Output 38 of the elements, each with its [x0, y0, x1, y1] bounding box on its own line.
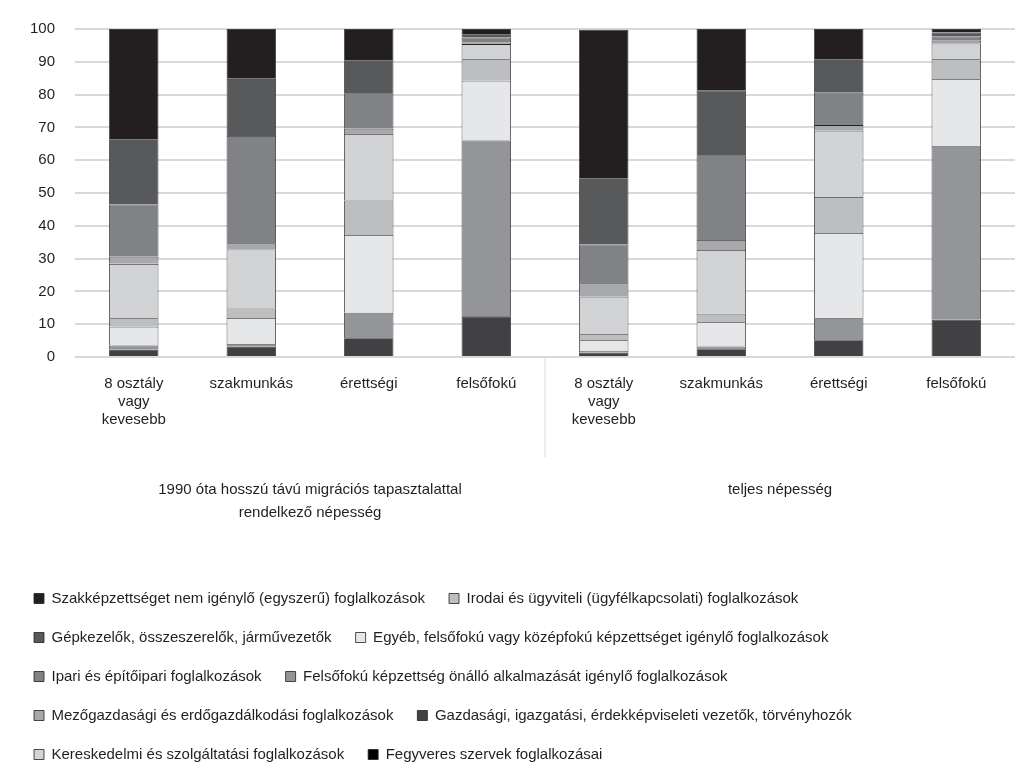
legend-label: Felsőfokú képzettség önálló alkalmazását igénylő foglalkozások — [303, 666, 729, 684]
bar — [226, 29, 276, 79]
legend-label: Ipari és építőipari foglalkozások — [51, 666, 263, 684]
y-tick-label: 80 — [38, 84, 56, 102]
x-tick-label: felsőfokú — [926, 374, 987, 392]
text: 1990 óta hosszú távú migrációs tapasztalattal rendelkező népesség — [158, 479, 462, 520]
bar — [696, 29, 746, 91]
bar — [461, 29, 511, 35]
legend-label: Gépkezelők, összeszerelők, járművezetők — [51, 627, 333, 645]
legend-label: Mezőgazdasági és erdőgazdálkodási foglalkozások — [51, 705, 394, 723]
bar — [814, 29, 864, 60]
y-tick-label: 40 — [38, 215, 56, 233]
legend-label: Irodai és ügyviteli (ügyfélkapcsolati) foglalkozások — [466, 588, 799, 606]
y-tick-label: 0 — [46, 347, 56, 365]
y-tick-label: 10 — [38, 314, 56, 332]
text: teljes népesség — [727, 479, 833, 497]
y-tick-label: 90 — [38, 51, 56, 69]
legend-label: Fegyveres szervek foglalkozásai — [385, 744, 603, 762]
x-tick-label: felsőfokú — [456, 374, 517, 392]
legend-label: Kereskedelmi és szolgáltatási foglalkozások — [51, 744, 345, 762]
x-tick-label: érettségi — [809, 374, 868, 392]
bar — [344, 29, 394, 61]
bar — [579, 29, 629, 179]
legend-label: Szakképzettséget nem igénylő (egyszerű) foglalkozások — [51, 588, 426, 606]
x-tick-label: 8 osztály vagy kevesebb — [571, 374, 636, 428]
y-tick-label: 50 — [38, 183, 56, 201]
x-tick-label: érettségi — [340, 374, 398, 392]
y-tick-label: 100 — [30, 19, 56, 37]
y-tick-label: 30 — [38, 248, 56, 266]
x-tick-label: szakmunkás — [209, 374, 293, 392]
legend-label: Gazdasági, igazgatási, érdekképviseleti vezetők, törvényhozók — [434, 705, 853, 723]
legend-label: Egyéb, felsőfokú vagy középfokú képzettséget igénylő foglalkozások — [373, 627, 829, 645]
y-tick-label: 20 — [38, 281, 56, 299]
bar — [109, 29, 159, 140]
x-tick-label: szakmunkás — [679, 374, 763, 392]
y-tick-label: 60 — [38, 150, 56, 168]
y-tick-label: 70 — [38, 117, 56, 135]
x-tick-label: 8 osztály vagy kevesebb — [101, 374, 166, 428]
